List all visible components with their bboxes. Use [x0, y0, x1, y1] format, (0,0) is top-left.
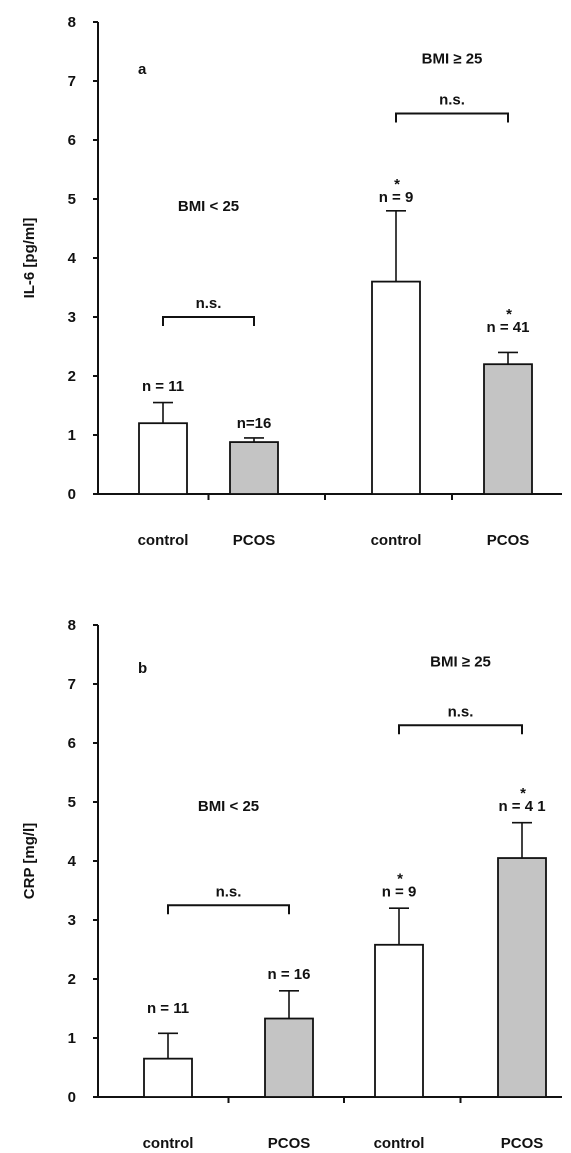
y-tick-label: 1 — [68, 1030, 76, 1047]
comparison-bracket — [398, 724, 523, 735]
y-tick-label: 8 — [68, 14, 76, 31]
y-tick-label: 3 — [68, 309, 76, 326]
x-category-label: control — [138, 532, 189, 549]
comparison-label: n.s. — [216, 883, 242, 900]
significance-asterisk: * — [397, 870, 403, 887]
comparison-label: n.s. — [448, 703, 474, 720]
chart-panel-b: 0 1 2 3 4 5 6 7 8 CRP [mg/l] b control n = 11 PCOS n =… — [21, 617, 562, 1152]
bar — [229, 441, 279, 495]
chart-panel-a: 0 1 2 3 4 5 6 7 8 IL-6 [pg/ml] a control n = 11 PCOS n… — [21, 14, 562, 549]
n-label: n=16 — [237, 415, 272, 432]
bar — [143, 1057, 193, 1098]
comparison-bracket — [162, 316, 255, 326]
x-category-label: PCOS — [487, 532, 530, 549]
n-label: n = 41 — [487, 319, 530, 336]
bar — [483, 363, 533, 495]
y-axis-label: IL-6 [pg/ml] — [21, 218, 38, 299]
group-label: BMI < 25 — [198, 798, 259, 815]
bar — [497, 857, 547, 1098]
n-label: n = 11 — [147, 1000, 189, 1017]
x-category-label: PCOS — [233, 532, 276, 549]
n-label: n = 16 — [268, 966, 311, 983]
y-tick-label: 7 — [68, 676, 76, 693]
y-tick-label: 4 — [68, 250, 77, 267]
comparison-label: n.s. — [439, 91, 465, 108]
y-tick-label: 6 — [68, 735, 76, 752]
x-category-label: PCOS — [501, 1135, 544, 1152]
y-tick-label: 1 — [68, 427, 76, 444]
n-label: n = 11 — [142, 378, 184, 395]
comparison-label: n.s. — [196, 295, 222, 312]
y-tick-label: 3 — [68, 912, 76, 929]
y-axis-label: CRP [mg/l] — [21, 823, 38, 899]
bar — [138, 422, 188, 495]
bar — [374, 943, 424, 1098]
y-tick-label: 0 — [68, 1089, 76, 1106]
comparison-bracket — [167, 904, 290, 915]
x-category-label: control — [374, 1135, 425, 1152]
y-tick-label: 6 — [68, 132, 76, 149]
y-tick-label: 8 — [68, 617, 76, 634]
y-tick-label: 0 — [68, 486, 76, 503]
group-label: BMI < 25 — [178, 198, 239, 215]
n-label: n = 4 1 — [498, 798, 545, 815]
comparison-bracket — [395, 112, 509, 123]
significance-asterisk: * — [520, 785, 526, 802]
x-category-label: control — [371, 532, 422, 549]
group-label: BMI ≥ 25 — [430, 653, 491, 670]
y-tick-label: 5 — [68, 794, 76, 811]
significance-asterisk: * — [394, 176, 400, 193]
y-tick-label: 4 — [68, 853, 77, 870]
panel-label: a — [138, 61, 147, 78]
x-category-label: PCOS — [268, 1135, 311, 1152]
bar — [371, 280, 421, 495]
y-tick-label: 2 — [68, 971, 76, 988]
y-tick-label: 5 — [68, 191, 76, 208]
panel-label: b — [138, 660, 147, 677]
n-label: n = 9 — [379, 189, 414, 206]
n-label: n = 9 — [382, 883, 417, 900]
y-tick-label: 2 — [68, 368, 76, 385]
x-category-label: control — [143, 1135, 194, 1152]
bar — [264, 1017, 314, 1098]
significance-asterisk: * — [506, 306, 512, 323]
y-tick-label: 7 — [68, 73, 76, 90]
group-label: BMI ≥ 25 — [422, 50, 483, 67]
